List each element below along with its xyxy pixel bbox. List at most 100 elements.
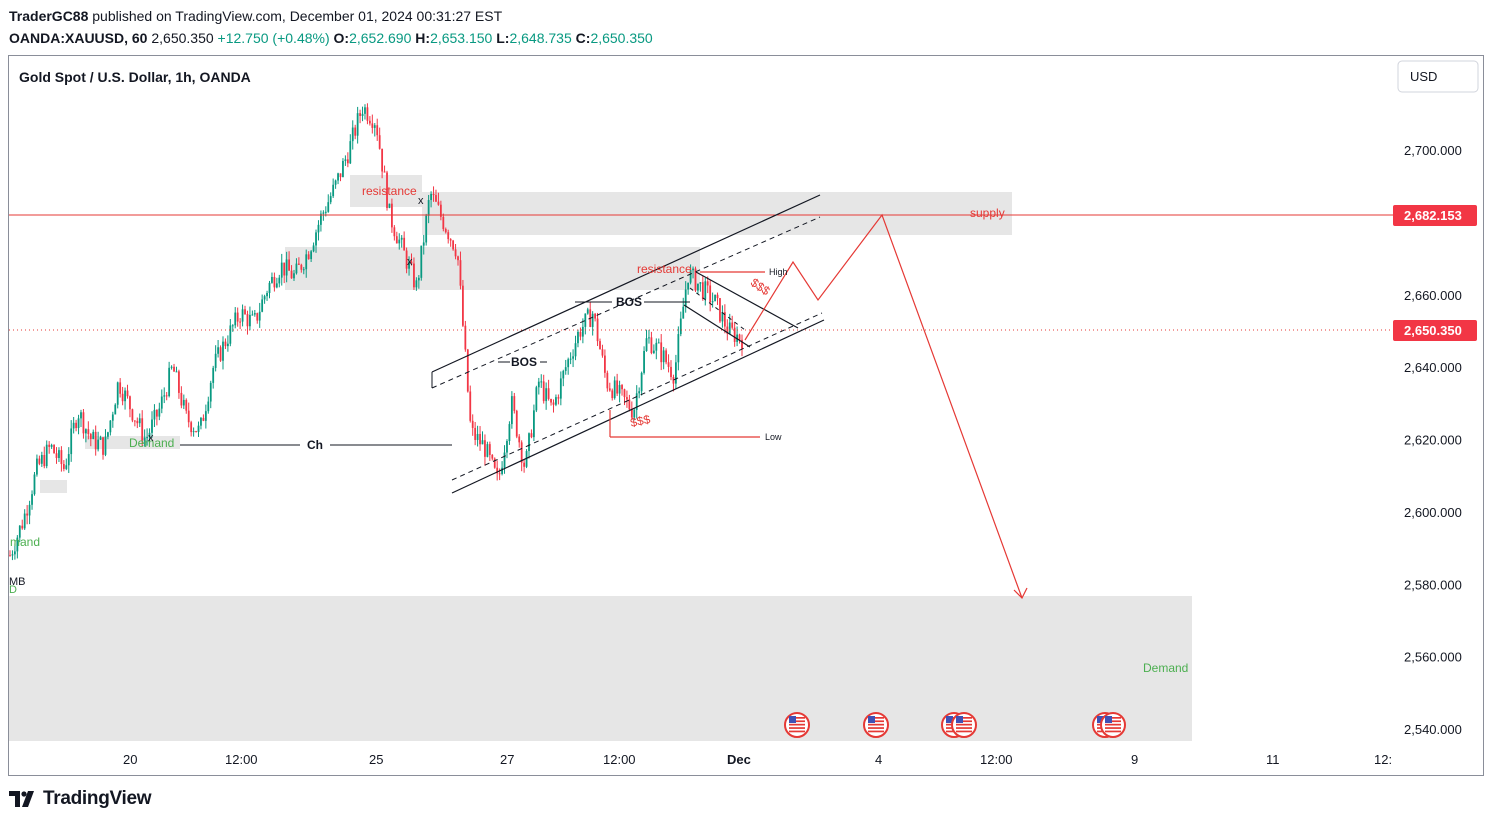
candle-body — [652, 350, 655, 354]
candle-body — [346, 159, 349, 164]
candle-body — [584, 313, 587, 327]
candle-body — [97, 439, 100, 450]
candle-body — [479, 433, 481, 445]
demand-label-edge: mand — [10, 535, 40, 549]
publisher-name[interactable]: TraderGC88 — [9, 8, 89, 24]
us-flag-event-icon[interactable] — [863, 712, 889, 738]
time-axis: 20 12:00 25 27 12:00 Dec 4 12:00 9 11 12… — [123, 752, 1392, 767]
candle-body — [464, 325, 467, 350]
candle-body — [442, 216, 445, 230]
candle-body — [599, 341, 601, 350]
price-tick: 2,580.000 — [1404, 577, 1462, 592]
candle-body — [339, 173, 342, 178]
candle-body — [405, 250, 408, 269]
currency-button[interactable]: USD — [1397, 60, 1479, 93]
candle-body — [677, 334, 680, 363]
candle-body — [567, 359, 570, 368]
candle-body — [356, 113, 359, 136]
candle-body — [733, 327, 736, 342]
candle-body — [476, 433, 479, 440]
candle-body — [503, 452, 506, 468]
candle-body — [143, 437, 146, 441]
candle-body — [449, 239, 452, 241]
candle-body — [650, 337, 653, 354]
candle-body — [723, 312, 726, 327]
candle-body — [486, 444, 489, 457]
candle-body — [719, 298, 721, 322]
candle-body — [209, 382, 212, 402]
tradingview-logo[interactable]: TradingView — [9, 788, 152, 810]
candle-body — [241, 309, 244, 322]
candle-body — [515, 410, 518, 437]
candle-body — [80, 412, 82, 419]
candle-body — [302, 269, 305, 271]
candle-body — [364, 107, 366, 114]
us-flag-event-icon[interactable] — [951, 712, 977, 738]
economic-events[interactable] — [784, 712, 1126, 738]
candle-body — [182, 399, 185, 406]
low-label: Low — [765, 432, 782, 442]
time-tick: 4 — [875, 752, 882, 767]
candle-body — [601, 349, 604, 356]
candle-body — [501, 467, 503, 474]
time-tick: 27 — [500, 752, 514, 767]
candle-body — [454, 249, 457, 257]
candle-body — [310, 251, 313, 260]
us-flag-event-icon[interactable] — [784, 712, 810, 738]
candle-body — [386, 172, 388, 208]
candle-body — [564, 367, 567, 371]
candle-body — [444, 229, 447, 233]
candle-body — [413, 263, 415, 288]
candle-body — [285, 259, 288, 276]
resistance-mid-label: resistance — [637, 262, 692, 276]
candle-body — [329, 196, 332, 203]
channel-upper-line — [431, 194, 821, 373]
candle-body — [305, 254, 308, 270]
candle-body — [435, 195, 437, 202]
x-mark-2: x — [418, 195, 424, 207]
candle-body — [439, 204, 442, 217]
candle-body — [16, 537, 19, 552]
candle-body — [204, 411, 207, 421]
candle-body — [618, 385, 621, 394]
candle-body — [332, 184, 335, 197]
candle-body — [222, 341, 224, 361]
candle-body — [288, 259, 290, 271]
chart-title: Gold Spot / U.S. Dollar, 1h, OANDA — [19, 69, 251, 85]
candle-body — [533, 410, 535, 438]
candle-body — [136, 420, 139, 424]
candle-body — [574, 343, 577, 357]
candle-body — [111, 414, 114, 421]
candle-body — [224, 341, 227, 347]
zone-mid — [285, 247, 700, 290]
candle-body — [674, 362, 677, 384]
candle-body — [704, 281, 707, 299]
candle-body — [569, 358, 572, 360]
ohlc-legend: OANDA:XAUUSD, 60 2,650.350 +12.750 (+0.4… — [9, 30, 653, 46]
candle-body — [604, 355, 606, 373]
candle-body — [721, 312, 724, 322]
candle-body — [236, 312, 239, 322]
candle-body — [706, 281, 709, 286]
candle-body — [9, 555, 11, 557]
zone-demand-lower — [9, 596, 1192, 741]
candle-body — [437, 201, 440, 205]
candle-body — [716, 294, 719, 299]
candle-body — [621, 385, 623, 390]
candle-body — [373, 125, 376, 128]
candle-body — [89, 434, 92, 440]
us-flag-event-icon[interactable] — [1100, 712, 1126, 738]
candle-body — [202, 417, 205, 421]
open-value: 2,652.690 — [349, 30, 412, 46]
candle-body — [427, 200, 430, 216]
candle-body — [469, 391, 472, 421]
price-tag-supply-text: 2,682.153 — [1404, 208, 1462, 223]
candle-body — [239, 321, 242, 323]
candle-body — [141, 418, 144, 441]
candle-body — [660, 342, 663, 363]
candle-body — [731, 322, 734, 328]
candle-body — [18, 525, 21, 538]
price-tick: 2,620.000 — [1404, 433, 1462, 448]
edge-mb-label: MB — [9, 576, 26, 588]
